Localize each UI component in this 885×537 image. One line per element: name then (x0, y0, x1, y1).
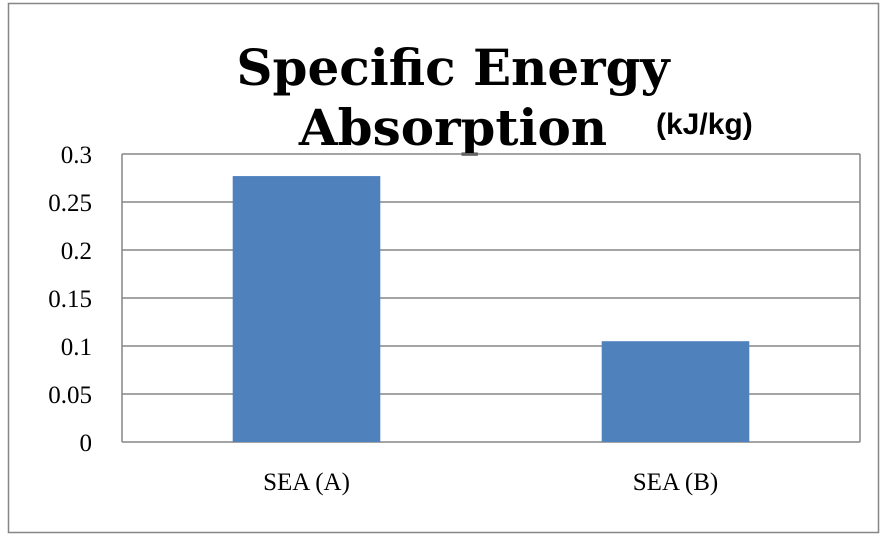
y-tick-label: 0 (80, 430, 93, 457)
chart-unit-label: (kJ/kg) (656, 108, 753, 141)
chart-border (7, 2, 880, 534)
y-tick-label: 0.2 (61, 238, 92, 265)
x-category-label: SEA (A) (263, 469, 350, 496)
x-axis-categories: SEA (A) SEA (B) (263, 469, 718, 496)
chart-title-line-1: Specific Energy (236, 38, 671, 97)
y-axis-ticks: 0 0.05 0.1 0.15 0.2 0.25 0.3 (48, 142, 92, 457)
y-tick-label: 0.05 (48, 382, 92, 409)
bars (232, 176, 750, 442)
bar-sea-b (601, 341, 750, 442)
bar-sea-a (232, 176, 381, 442)
y-tick-label: 0.3 (61, 142, 92, 169)
y-tick-label: 0.15 (48, 286, 92, 313)
y-tick-label: 0.25 (48, 190, 92, 217)
chart-title-line-2: Absorption (298, 98, 607, 157)
y-tick-label: 0.1 (61, 334, 92, 361)
x-category-label: SEA (B) (633, 469, 718, 496)
